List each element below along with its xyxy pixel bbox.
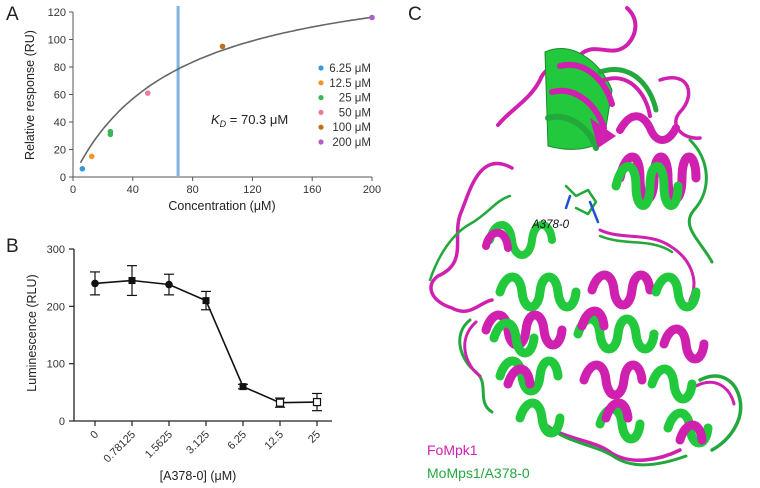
kd-subscript: D [220,119,227,129]
kd-annotation: KD = 70.3 μM [211,112,288,129]
chart-b-x-tick-label: 12.5 [262,429,286,453]
legend-label: 12.5 μM [329,78,371,90]
chart-b-x-tick-label: 0 [88,429,101,442]
chart-a-x-tick-label: 0 [70,184,76,196]
chart-b-x-tick-label: 25 [306,429,323,446]
chart-a-y-tick-label: 120 [48,7,66,19]
data-point [219,43,226,50]
chart-b-x-tick-label: 6.25 [225,429,249,453]
data-point [165,280,173,289]
chart-b-x-tick-label: 0.78125 [102,429,139,466]
data-point [239,383,247,391]
chart-a-y-tick-label: 80 [54,62,66,74]
legend-label: 25 μM [339,93,371,105]
legend-marker [318,124,324,130]
protein-structure-image [428,6,743,467]
chart-a-y-tick-label: 20 [54,145,66,157]
legend-momps1: MoMps1/A378-0 [427,465,530,481]
panel-label-c: C [408,4,422,25]
chart-a-y-tick-label: 100 [48,35,66,47]
legend-label: 6.25 μM [329,63,371,75]
chart-a: 0 40 80 120 160 200 0 20 40 60 80 100 120 6.25 μM 12.… [23,6,381,213]
chart-b-y-tick-label: 200 [47,301,65,313]
ligand-label: A378-0 [531,219,570,231]
kd-value: = 70.3 μM [226,112,288,127]
legend-label: 50 μM [339,107,371,119]
data-point [312,397,322,407]
chart-a-y-label: Relative response (RU) [23,30,37,160]
legend-label: 100 μM [332,122,371,134]
chart-a-x-tick-label: 120 [243,184,261,196]
data-point [88,153,95,160]
binding-fit-curve [79,16,371,164]
chart-b-y-tick-label: 100 [47,359,65,371]
legend-marker [318,80,324,86]
legend-label: 200 μM [332,137,371,149]
chart-a-x-tick-label: 80 [186,184,198,196]
chart-a-x-tick-label: 160 [303,184,321,196]
kd-symbol: K [211,112,221,127]
data-point [275,398,285,407]
chart-b-y-tick-label: 300 [47,244,65,256]
chart-b-x-tick-label: 1.5625 [143,429,175,461]
legend-fompk1: FoMpk1 [427,442,478,458]
chart-b-x-tick-label: 3.125 [184,429,212,457]
data-point [91,279,99,288]
chart-a-y-tick-label: 60 [54,90,66,102]
chart-a-y-tick-label: 0 [60,172,66,184]
legend-marker [318,65,324,71]
legend-marker [318,95,324,101]
data-point [144,90,151,96]
data-point [107,131,114,138]
panel-label-a: A [6,4,19,25]
chart-a-x-label: Concentration (μM) [168,199,275,213]
chart-a-y-tick-label: 40 [54,117,66,129]
data-point [79,165,86,172]
chart-a-x-tick-label: 200 [363,184,381,196]
chart-b-y-tick-label: 0 [59,416,65,428]
data-point [128,277,136,285]
panel-label-b: B [6,236,19,257]
legend-marker [318,139,324,145]
chart-a-x-tick-label: 40 [127,184,139,196]
chart-b-y-label: Luminescence (RLU) [25,274,39,391]
chart-b-x-label: [A378-0] (μM) [160,469,237,483]
data-point [369,14,375,21]
legend-marker [318,109,324,115]
data-point [202,297,210,305]
